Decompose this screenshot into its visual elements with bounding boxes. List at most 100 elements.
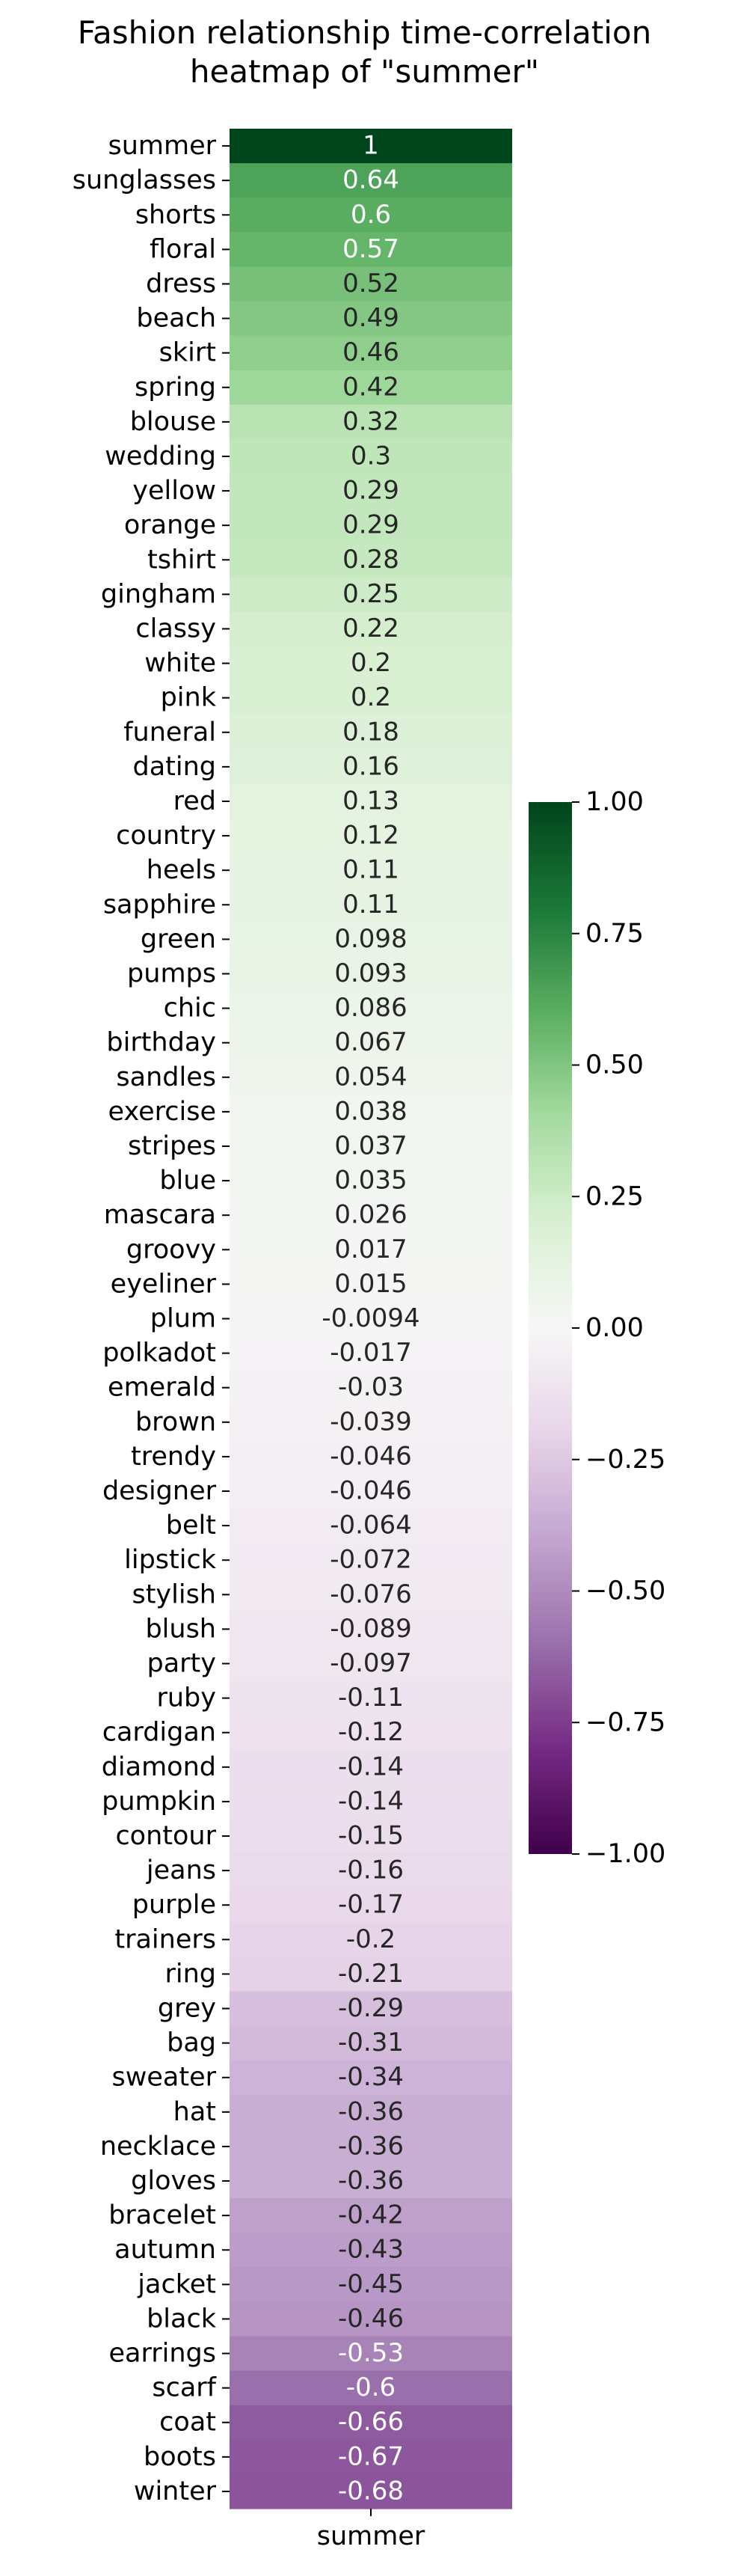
cell-value-label: 0.2	[351, 682, 391, 712]
cell-value-label: -0.29	[338, 1993, 404, 2023]
cell-value-label: -0.67	[338, 2441, 404, 2471]
y-tick-label-gingham: gingham	[101, 579, 216, 609]
heatmap-cell-diamond	[230, 1749, 512, 1785]
heatmap-cell-floral	[230, 232, 512, 268]
heatmap-cell-funeral	[230, 715, 512, 750]
y-tick-label-shorts: shorts	[135, 200, 216, 230]
cell-value-label: -0.046	[330, 1476, 412, 1506]
cell-value-label: -0.34	[338, 2062, 404, 2092]
cell-value-label: -0.11	[338, 1683, 404, 1713]
colorbar-tick-label: −0.50	[585, 1576, 665, 1606]
y-axis-labels: summer sunglasses shorts floral dress beach sk…	[73, 131, 230, 2506]
heatmap-cell-scarf	[230, 2370, 512, 2406]
heatmap-cell-pumps	[230, 956, 512, 992]
heatmap-cell-mascara	[230, 1198, 512, 1233]
cell-value-label: -0.17	[338, 1890, 404, 1920]
cell-value-label: -0.14	[338, 1752, 404, 1781]
y-tick-label-scarf: scarf	[152, 2373, 216, 2403]
heatmap-cell-coat	[230, 2405, 512, 2441]
heatmap-cell-groovy	[230, 1232, 512, 1267]
heatmap-cell-green	[230, 922, 512, 958]
y-tick-label-sapphire: sapphire	[103, 890, 216, 920]
cell-value-label: -0.53	[338, 2338, 404, 2368]
heatmap-cell-blush	[230, 1612, 512, 1648]
cell-value-label: -0.46	[338, 2304, 404, 2334]
y-tick-label-classy: classy	[135, 614, 216, 643]
heatmap-cell-country	[230, 819, 512, 854]
heatmap-cell-orange	[230, 508, 512, 543]
cell-value-label: 0.25	[342, 579, 399, 609]
y-tick-label-exercise: exercise	[108, 1097, 216, 1127]
heatmap-cell-boots	[230, 2439, 512, 2475]
cell-value-label: 0.16	[342, 751, 399, 781]
y-tick-label-heels: heels	[147, 855, 216, 885]
colorbar-tick-label: 0.75	[585, 919, 644, 949]
heatmap-cell-necklace	[230, 2129, 512, 2164]
heatmap-cell-ruby	[230, 1680, 512, 1716]
cell-value-label: 0.6	[351, 200, 391, 230]
y-tick-label-emerald: emerald	[108, 1373, 216, 1403]
cell-value-label: -0.68	[338, 2476, 404, 2506]
colorbar-tick-label: 0.00	[585, 1313, 644, 1343]
heatmap-cell-tshirt	[230, 542, 512, 578]
heatmap-cell-pink	[230, 680, 512, 716]
y-tick-label-grey: grey	[158, 1994, 216, 2024]
y-tick-label-skirt: skirt	[159, 338, 216, 368]
cell-value-label: -0.072	[330, 1545, 412, 1575]
heatmap-cell-blue	[230, 1163, 512, 1199]
cell-value-label: 0.18	[342, 717, 399, 747]
heatmap-cell-sandles	[230, 1059, 512, 1095]
cell-value-label: 0.49	[342, 303, 399, 333]
y-tick-label-black: black	[147, 2304, 217, 2334]
heatmap-cell-contour	[230, 1818, 512, 1854]
y-tick-label-trendy: trendy	[131, 1442, 216, 1472]
cell-value-label: -0.097	[330, 1648, 412, 1678]
y-tick-label-diamond: diamond	[102, 1752, 216, 1782]
cell-value-label: -0.16	[338, 1855, 404, 1885]
y-tick-label-dating: dating	[132, 752, 216, 782]
heatmap-cell-skirt	[230, 335, 512, 371]
heatmap-cell-party	[230, 1646, 512, 1682]
y-tick-label-wedding: wedding	[105, 441, 216, 471]
heatmap-cell-plum	[230, 1301, 512, 1337]
cell-value-label: 0.46	[342, 337, 399, 367]
cell-value-label: 0.026	[334, 1200, 407, 1230]
y-tick-label-plum: plum	[150, 1304, 216, 1334]
cell-value-label: 0.054	[334, 1062, 407, 1092]
cell-value-label: 0.086	[334, 993, 407, 1023]
x-axis: summer	[317, 2509, 425, 2551]
y-tick-label-coat: coat	[159, 2408, 216, 2438]
y-tick-label-blush: blush	[145, 1614, 216, 1644]
cell-value-label: 0.29	[342, 476, 399, 506]
y-tick-label-bag: bag	[167, 2028, 216, 2058]
cell-value-label: 0.22	[342, 614, 399, 643]
cell-value-label: -0.43	[338, 2235, 404, 2265]
cell-value-label: 0.32	[342, 406, 399, 436]
heatmap-cell-emerald	[230, 1370, 512, 1406]
chart-title: Fashion relationship time-correlation he…	[77, 14, 652, 90]
heatmap-cell-spring	[230, 370, 512, 406]
cell-value-label: -0.14	[338, 1786, 404, 1816]
heatmap-cell-heels	[230, 853, 512, 888]
cell-value-label: -0.046	[330, 1441, 412, 1471]
y-tick-label-blouse: blouse	[130, 407, 216, 437]
cell-value-label: -0.36	[338, 2131, 404, 2161]
cell-value-label: -0.2	[346, 1924, 396, 1954]
heatmap-cell-shorts	[230, 198, 512, 233]
heatmap-cell-classy	[230, 611, 512, 647]
heatmap-cell-stylish	[230, 1577, 512, 1612]
colorbar-tick-label: 0.50	[585, 1050, 644, 1080]
cell-value-label: 0.42	[342, 372, 399, 402]
heatmap-cell-grey	[230, 1991, 512, 2027]
heatmap-cell-jeans	[230, 1853, 512, 1888]
y-tick-label-earrings: earrings	[108, 2339, 216, 2369]
heatmap-cell-hat	[230, 2094, 512, 2130]
cell-value-label: 0.64	[342, 165, 399, 195]
heatmap-cell-stripes	[230, 1128, 512, 1164]
heatmap-cell-autumn	[230, 2233, 512, 2268]
cell-value-label: 0.52	[342, 269, 399, 299]
heatmap-cell-beach	[230, 301, 512, 337]
y-tick-label-groovy: groovy	[126, 1235, 216, 1264]
heatmap-cell-black	[230, 2301, 512, 2337]
